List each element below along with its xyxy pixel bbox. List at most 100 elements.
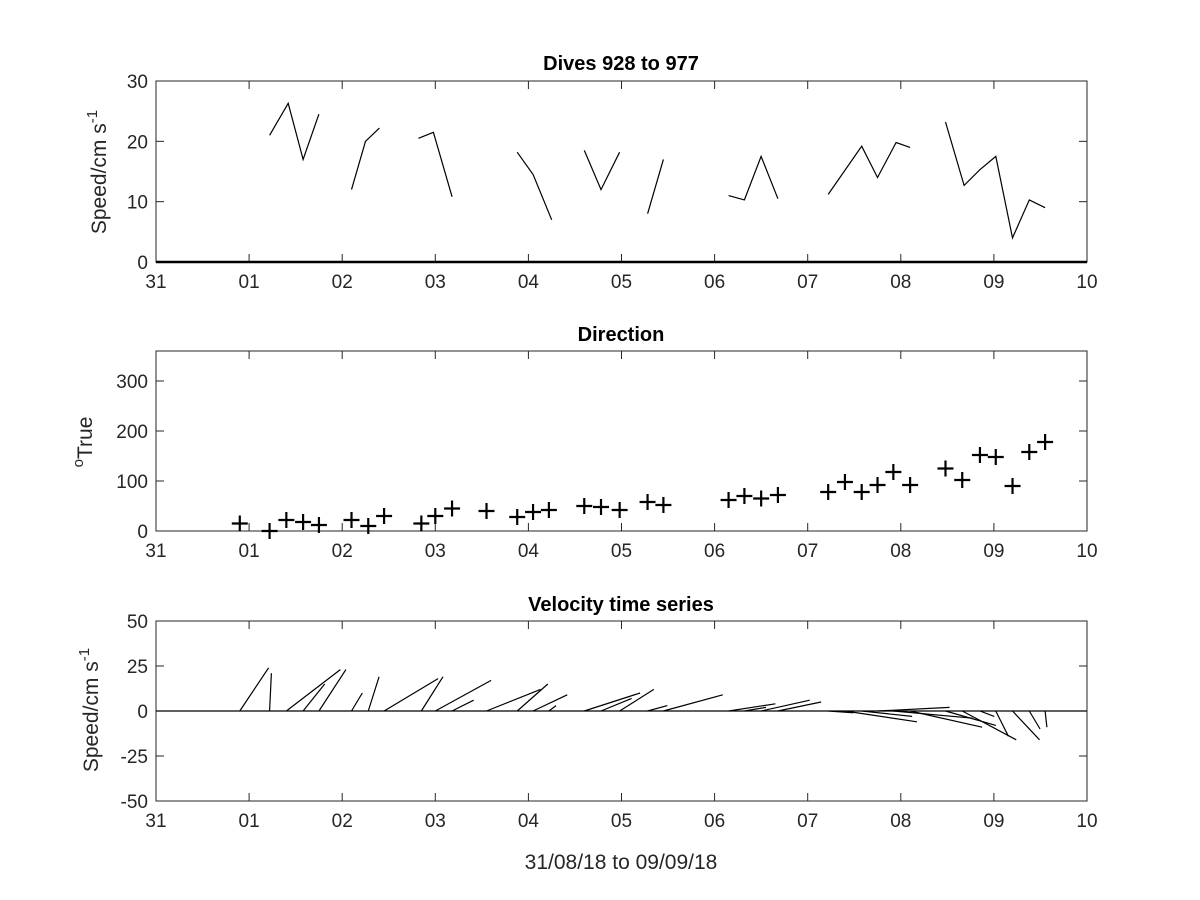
speed-panel-xtick-label: 01 xyxy=(239,272,260,293)
speed-panel-series-segment xyxy=(269,101,320,162)
velocity-panel-stick xyxy=(945,710,997,726)
direction-panel-ylabel-superscript: o xyxy=(70,459,87,467)
direction-panel-ytick-label: 300 xyxy=(116,372,148,393)
direction-panel-point xyxy=(937,460,954,477)
direction-panel-point xyxy=(343,512,360,528)
speed-panel-series-segment xyxy=(827,141,911,195)
velocity-panel-xtick-label: 31 xyxy=(145,811,166,832)
velocity-panel-stick xyxy=(268,673,272,712)
speed-panel-xtick-label: 05 xyxy=(611,272,632,293)
velocity-panel-stick xyxy=(744,706,767,712)
velocity-panel-xtick-label: 04 xyxy=(518,811,540,832)
velocity-panel-ylabel: Speed/cm s-1 xyxy=(76,648,103,772)
direction-panel-xtick-label: 10 xyxy=(1076,541,1097,562)
speed-panel-title: Dives 928 to 977 xyxy=(543,53,699,75)
speed-panel-xtick-label: 10 xyxy=(1076,272,1097,293)
direction-panel: Direction oTrue 31 01 02 03 04 05 06 07 08 09 1001… xyxy=(70,324,1098,562)
velocity-panel-stick xyxy=(979,710,995,717)
speed-panel-ytick-label: 20 xyxy=(127,132,148,153)
direction-panel-point xyxy=(611,502,628,518)
direction-panel-xtick-label: 04 xyxy=(518,541,540,562)
speed-panel-series-segment xyxy=(647,159,664,214)
velocity-panel-stick xyxy=(844,710,918,723)
direction-panel-xtick-label: 09 xyxy=(983,541,1004,562)
direction-panel-point xyxy=(1021,444,1038,460)
speed-panel-series-segment xyxy=(350,127,380,190)
direction-panel-point xyxy=(736,488,753,504)
velocity-panel-stick xyxy=(486,688,541,712)
direction-panel-point xyxy=(525,504,542,520)
velocity-panel-ytick-label: -50 xyxy=(121,792,148,813)
direction-panel-ylabel-text: True xyxy=(74,417,97,459)
speed-panel-series-segment xyxy=(516,151,553,221)
velocity-panel-stick xyxy=(548,705,557,712)
velocity-panel-stick xyxy=(828,710,854,714)
speed-panel-ytick-label: 0 xyxy=(137,253,148,274)
speed-panel-xtick-label: 06 xyxy=(704,272,725,293)
direction-panel-xtick-label: 06 xyxy=(704,541,725,562)
velocity-panel-stick xyxy=(1044,710,1048,728)
velocity-panel-ylabel-text: Speed/cm s xyxy=(80,661,103,772)
speed-panel-xtick-label: 03 xyxy=(425,272,446,293)
velocity-panel-stick xyxy=(285,669,341,712)
velocity-panel-stick xyxy=(861,710,913,717)
direction-panel-point xyxy=(593,499,610,515)
velocity-panel-stick xyxy=(909,710,983,728)
velocity-panel-stick xyxy=(761,699,810,712)
velocity-panel-stick xyxy=(584,692,641,712)
direction-panel-point xyxy=(427,508,444,524)
velocity-panel-stick xyxy=(600,697,632,712)
direction-panel-point xyxy=(720,492,737,508)
speed-panel-ytick-label: 30 xyxy=(127,72,148,93)
velocity-panel-xtick-label: 02 xyxy=(332,811,353,832)
velocity-panel-stick xyxy=(663,694,723,712)
direction-panel-point xyxy=(413,515,430,532)
speed-panel-xtick-label: 09 xyxy=(983,272,1004,293)
direction-panel-xtick-label: 02 xyxy=(332,541,353,562)
direction-panel-point xyxy=(971,447,988,463)
direction-panel-point xyxy=(869,477,886,493)
velocity-panel-stick xyxy=(619,688,655,712)
speed-panel-series-segment xyxy=(418,131,453,197)
direction-panel-title: Direction xyxy=(578,324,665,346)
velocity-panel-ytick-label: 25 xyxy=(127,657,148,678)
direction-panel-xtick-label: 31 xyxy=(145,541,166,562)
velocity-panel-ytick-label: -25 xyxy=(121,747,148,768)
direction-panel-point xyxy=(310,517,327,533)
direction-panel-xtick-label: 07 xyxy=(797,541,818,562)
direction-panel-xtick-label: 03 xyxy=(425,541,446,562)
velocity-panel-stick xyxy=(420,676,444,712)
direction-panel-point xyxy=(853,484,870,500)
direction-panel-point xyxy=(540,502,557,518)
velocity-panel-xtick-label: 10 xyxy=(1076,811,1097,832)
direction-panel-point xyxy=(576,498,593,514)
speed-panel-ylabel-superscript: -1 xyxy=(84,110,101,123)
direction-panel-point xyxy=(478,503,495,519)
velocity-panel-ylabel-superscript: -1 xyxy=(76,648,93,661)
speed-panel-series-segment xyxy=(944,121,1046,240)
velocity-panel-ytick-label: 50 xyxy=(127,612,148,633)
speed-panel-series-segment xyxy=(728,154,779,201)
velocity-panel-stick xyxy=(239,667,270,712)
direction-panel-ytick-label: 0 xyxy=(137,522,148,543)
direction-panel-xtick-label: 05 xyxy=(611,541,632,562)
velocity-panel-stick xyxy=(435,679,492,712)
direction-panel-point xyxy=(769,487,786,503)
velocity-panel-xtick-label: 07 xyxy=(797,811,818,832)
direction-panel-point xyxy=(753,490,770,507)
speed-panel-xtick-label: 08 xyxy=(890,272,911,293)
direction-panel-point xyxy=(509,509,526,525)
velocity-panel-stick xyxy=(516,683,549,712)
speed-panel-axes-box xyxy=(155,80,1088,263)
velocity-panel-stick xyxy=(1028,710,1041,730)
velocity-panel-xlabel: 31/08/18 to 09/09/18 xyxy=(525,851,718,874)
velocity-panel: Velocity time series Speed/cm s-1 31/08/… xyxy=(76,594,1098,874)
speed-panel-ytick-label: 10 xyxy=(127,193,148,214)
direction-panel-ylabel: oTrue xyxy=(70,417,97,468)
direction-panel-point xyxy=(902,477,919,493)
velocity-panel-stick xyxy=(350,692,363,712)
velocity-panel-stick xyxy=(367,676,380,712)
direction-panel-point xyxy=(836,474,853,490)
direction-panel-point xyxy=(231,515,248,532)
